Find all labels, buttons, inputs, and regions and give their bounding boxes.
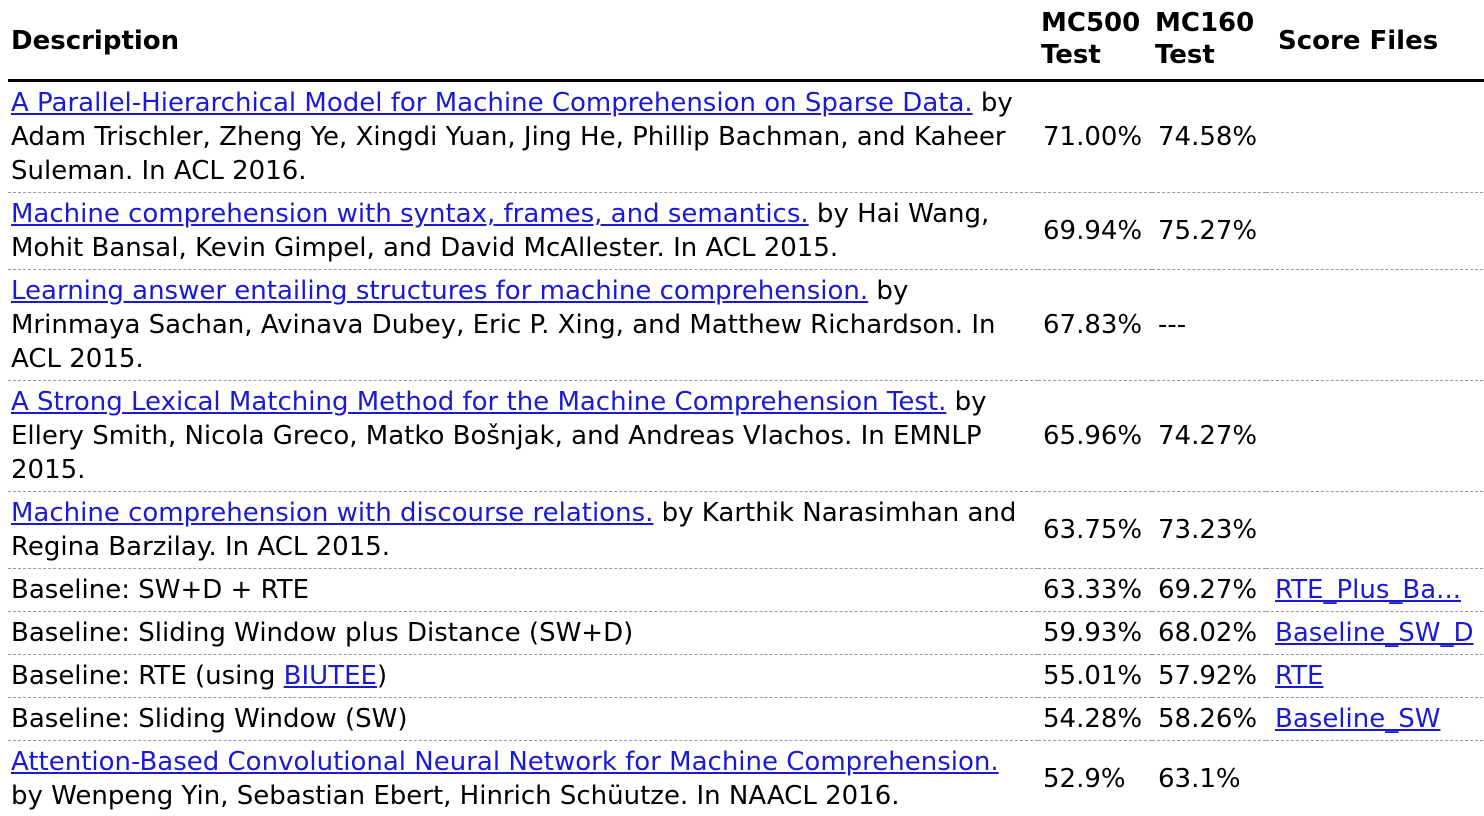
table-row: Learning answer entailing structures for…	[8, 269, 1484, 381]
table-row: A Parallel-Hierarchical Model for Machin…	[8, 80, 1484, 193]
mc500-score: 71.00%	[1038, 80, 1152, 193]
mc160-score: 68.02%	[1152, 611, 1266, 655]
score-file-cell: Baseline_SW	[1266, 697, 1484, 741]
paper-citation: by Adam Trischler, Zheng Ye, Xingdi Yuan…	[11, 88, 1013, 186]
table-row: Attention-Based Convolutional Neural Net…	[8, 741, 1484, 816]
score-file-cell	[1266, 741, 1484, 816]
mc160-score: 63.1%	[1158, 764, 1241, 794]
biutee-link[interactable]: BIUTEE	[283, 661, 377, 691]
header-mc160-line1: MC160	[1155, 7, 1255, 38]
description-cell: Machine comprehension with discourse rel…	[8, 491, 1038, 569]
mc500-score: 52.9%	[1043, 764, 1126, 794]
header-description: Description	[8, 0, 1038, 82]
baseline-text-after: )	[376, 661, 388, 691]
score-file-cell	[1266, 80, 1484, 193]
score-file-link[interactable]: Baseline_SW	[1275, 704, 1441, 734]
mc160-score: 57.92%	[1152, 654, 1266, 698]
mc160-score: 69.27%	[1152, 568, 1266, 612]
header-mc500: MC500 Test	[1038, 0, 1152, 82]
mc160-score: ---	[1152, 269, 1266, 381]
mc500-score: 65.96%	[1038, 380, 1152, 492]
description-cell: A Parallel-Hierarchical Model for Machin…	[8, 80, 1038, 193]
score-file-link[interactable]: Baseline_SW_D	[1275, 618, 1474, 648]
table-row: Baseline: SW+D + RTE 63.33% 69.27% RTE_P…	[8, 568, 1484, 612]
mc500-score: 59.93%	[1038, 611, 1152, 655]
table-row: A Strong Lexical Matching Method for the…	[8, 380, 1484, 492]
score-file-cell	[1266, 380, 1484, 492]
paper-link[interactable]: Attention-Based Convolutional Neural Net…	[11, 747, 999, 777]
header-mc500-line2: Test	[1041, 39, 1101, 70]
header-row: Description MC500 Test MC160 Test Score …	[8, 0, 1484, 82]
paper-link[interactable]: Machine comprehension with syntax, frame…	[11, 199, 809, 229]
mc500-score: 55.01%	[1038, 654, 1152, 698]
mc160-score: 58.26%	[1152, 697, 1266, 741]
score-file-cell	[1266, 192, 1484, 270]
baseline-text-before: Baseline: RTE (using	[11, 661, 284, 691]
paper-citation: by Karthik Narasimhan and Regina Barzila…	[11, 498, 1017, 562]
score-file-cell: RTE	[1266, 654, 1484, 698]
paper-link[interactable]: Machine comprehension with discourse rel…	[11, 498, 654, 528]
header-mc160-line2: Test	[1155, 39, 1215, 70]
description-cell: Attention-Based Convolutional Neural Net…	[8, 741, 1038, 816]
table-row: Baseline: RTE (using BIUTEE) 55.01% 57.9…	[8, 654, 1484, 698]
header-score-files: Score Files	[1266, 0, 1484, 82]
mc500-score: 67.83%	[1038, 269, 1152, 381]
paper-citation: by Hai Wang, Mohit Bansal, Kevin Gimpel,…	[11, 199, 990, 263]
paper-link[interactable]: Learning answer entailing structures for…	[11, 276, 869, 306]
header-mc500-line1: MC500	[1041, 7, 1141, 38]
table-row: Baseline: Sliding Window plus Distance (…	[8, 611, 1484, 655]
mc160-score: 75.27%	[1152, 192, 1266, 270]
score-file-cell	[1266, 491, 1484, 569]
mc160-score: 74.58%	[1152, 80, 1266, 193]
paper-link[interactable]: A Strong Lexical Matching Method for the…	[11, 387, 947, 417]
table-row: Machine comprehension with syntax, frame…	[8, 192, 1484, 270]
baseline-description: Baseline: Sliding Window (SW)	[8, 697, 1038, 741]
table-row: Baseline: Sliding Window (SW) 54.28% 58.…	[8, 697, 1484, 741]
mc160-score: 73.23%	[1152, 491, 1266, 569]
paper-link[interactable]: A Parallel-Hierarchical Model for Machin…	[11, 88, 973, 118]
description-cell: Machine comprehension with syntax, frame…	[8, 192, 1038, 270]
mc160-score: 74.27%	[1152, 380, 1266, 492]
mc500-score: 54.28%	[1038, 697, 1152, 741]
score-file-cell	[1266, 269, 1484, 381]
paper-citation: by Mrinmaya Sachan, Avinava Dubey, Eric …	[11, 276, 996, 374]
mc500-score: 69.94%	[1038, 192, 1152, 270]
baseline-description: Baseline: SW+D + RTE	[8, 568, 1038, 612]
score-file-link[interactable]: RTE_Plus_Ba...	[1275, 575, 1461, 605]
score-file-link[interactable]: RTE	[1275, 661, 1324, 691]
results-table: Description MC500 Test MC160 Test Score …	[8, 0, 1484, 816]
mc500-score: 63.33%	[1038, 568, 1152, 612]
score-file-cell: Baseline_SW_D	[1266, 611, 1484, 655]
baseline-description: Baseline: RTE (using BIUTEE)	[8, 654, 1038, 698]
score-file-cell: RTE_Plus_Ba...	[1266, 568, 1484, 612]
description-cell: Learning answer entailing structures for…	[8, 269, 1038, 381]
baseline-description: Baseline: Sliding Window plus Distance (…	[8, 611, 1038, 655]
paper-citation: by Wenpeng Yin, Sebastian Ebert, Hinrich…	[11, 781, 900, 811]
mc500-score: 63.75%	[1038, 491, 1152, 569]
header-mc160: MC160 Test	[1152, 0, 1266, 82]
paper-citation: by Ellery Smith, Nicola Greco, Matko Boš…	[11, 387, 987, 485]
table-row: Machine comprehension with discourse rel…	[8, 491, 1484, 569]
description-cell: A Strong Lexical Matching Method for the…	[8, 380, 1038, 492]
